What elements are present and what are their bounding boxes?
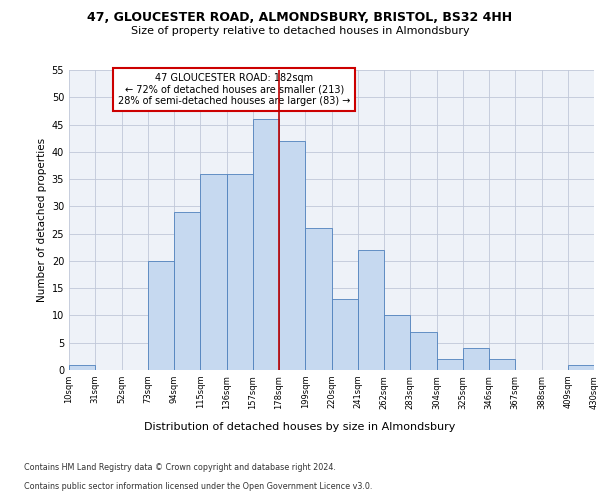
Bar [358,250,384,370]
Bar [227,174,253,370]
Bar [305,228,332,370]
Bar [410,332,437,370]
Bar [568,364,594,370]
Bar [437,359,463,370]
Bar [69,364,95,370]
Bar [463,348,489,370]
Text: 47 GLOUCESTER ROAD: 182sqm
← 72% of detached houses are smaller (213)
28% of sem: 47 GLOUCESTER ROAD: 182sqm ← 72% of deta… [118,73,350,106]
Bar [384,316,410,370]
Bar [332,299,358,370]
Bar [253,119,279,370]
Bar [174,212,200,370]
Text: Distribution of detached houses by size in Almondsbury: Distribution of detached houses by size … [145,422,455,432]
Text: Contains HM Land Registry data © Crown copyright and database right 2024.: Contains HM Land Registry data © Crown c… [24,464,336,472]
Text: Contains public sector information licensed under the Open Government Licence v3: Contains public sector information licen… [24,482,373,491]
Y-axis label: Number of detached properties: Number of detached properties [37,138,47,302]
Bar [200,174,227,370]
Bar [148,261,174,370]
Text: 47, GLOUCESTER ROAD, ALMONDSBURY, BRISTOL, BS32 4HH: 47, GLOUCESTER ROAD, ALMONDSBURY, BRISTO… [88,11,512,24]
Text: Size of property relative to detached houses in Almondsbury: Size of property relative to detached ho… [131,26,469,36]
Bar [279,141,305,370]
Bar [489,359,515,370]
